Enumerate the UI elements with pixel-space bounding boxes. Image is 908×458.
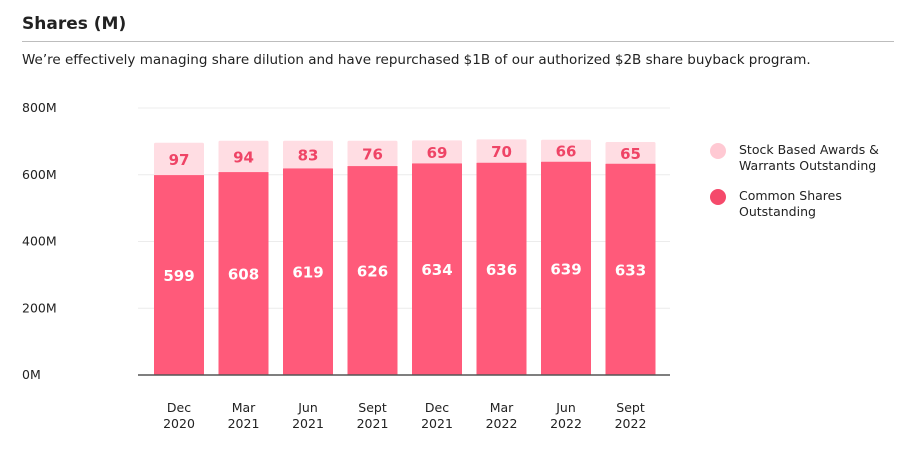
y-tick-label: 600M	[22, 167, 57, 182]
legend-label-awards-line2: Warrants Outstanding	[739, 158, 877, 173]
y-tick-label: 200M	[22, 300, 57, 315]
data-label-awards: 83	[298, 147, 319, 165]
bar-common	[283, 168, 333, 375]
x-tick-label-year: 2022	[486, 416, 518, 431]
x-tick-label-year: 2021	[292, 416, 324, 431]
x-tick-label-year: 2021	[228, 416, 260, 431]
bar-awards	[218, 140, 269, 173]
data-label-common: 639	[550, 260, 581, 278]
x-tick-label-period: Dec	[425, 400, 449, 415]
bar-awards	[283, 140, 333, 169]
bar-common	[154, 175, 204, 375]
x-tick-label-year: 2022	[615, 416, 647, 431]
y-tick-label: 800M	[22, 100, 57, 115]
legend-label-common-line2: Outstanding	[739, 204, 816, 219]
x-tick-label-period: Mar	[232, 400, 256, 415]
data-label-awards: 70	[491, 143, 512, 161]
data-label-common: 599	[163, 267, 194, 285]
data-label-awards: 65	[620, 145, 641, 163]
x-tick-label-period: Dec	[167, 400, 191, 415]
legend-swatch-common	[710, 189, 726, 205]
legend-swatch-awards	[710, 143, 726, 159]
data-label-common: 619	[292, 264, 323, 282]
bar-common	[347, 166, 398, 375]
x-tick-label-period: Jun	[297, 400, 318, 415]
y-axis-ticks: 0M 200M 400M 600M 800M	[22, 100, 57, 382]
bar-awards	[154, 142, 204, 176]
data-label-common: 608	[228, 266, 259, 284]
data-label-awards: 94	[233, 148, 254, 166]
title-divider	[22, 41, 894, 42]
bar-awards	[476, 139, 527, 163]
x-axis-ticks: Dec2020Mar2021Jun2021Sept2021Dec2021Mar2…	[163, 400, 646, 431]
legend: Stock Based Awards & Warrants Outstandin…	[710, 142, 900, 234]
legend-item-awards: Stock Based Awards & Warrants Outstandin…	[710, 142, 900, 174]
data-label-common: 636	[486, 261, 517, 279]
bar-common	[412, 163, 462, 375]
data-label-awards: 66	[556, 143, 577, 161]
bars: 97 599 94 608 83 619 76 626 69 634 70 636 66 639 65 633	[154, 139, 656, 375]
chart-subtitle: We’re effectively managing share dilutio…	[22, 52, 811, 68]
data-label-awards: 97	[169, 151, 190, 169]
legend-label-awards-line1: Stock Based Awards &	[739, 142, 879, 157]
data-label-common: 626	[357, 263, 388, 281]
x-tick-label-year: 2022	[550, 416, 582, 431]
bar-awards	[347, 140, 398, 167]
bar-common	[605, 163, 656, 375]
x-tick-label-period: Mar	[490, 400, 514, 415]
bar-awards	[541, 139, 591, 162]
x-tick-label-period: Jun	[555, 400, 576, 415]
bar-awards	[412, 140, 462, 164]
x-tick-label-year: 2021	[357, 416, 389, 431]
x-tick-label-year: 2020	[163, 416, 195, 431]
bar-common	[541, 161, 591, 375]
data-label-common: 633	[615, 261, 646, 279]
data-label-common: 634	[421, 261, 452, 279]
legend-label-common-line1: Common Shares	[739, 188, 842, 203]
legend-item-common: Common Shares Outstanding	[710, 188, 900, 220]
bar-awards	[605, 142, 656, 164]
y-tick-label: 400M	[22, 234, 57, 249]
y-tick-label: 0M	[22, 367, 41, 382]
x-tick-label-period: Sept	[616, 400, 645, 415]
data-label-awards: 76	[362, 145, 383, 163]
x-tick-label-year: 2021	[421, 416, 453, 431]
bar-common	[476, 162, 527, 375]
data-label-awards: 69	[427, 144, 448, 162]
chart-title: Shares (M)	[22, 14, 127, 34]
bar-common	[218, 172, 269, 375]
x-tick-label-period: Sept	[358, 400, 387, 415]
